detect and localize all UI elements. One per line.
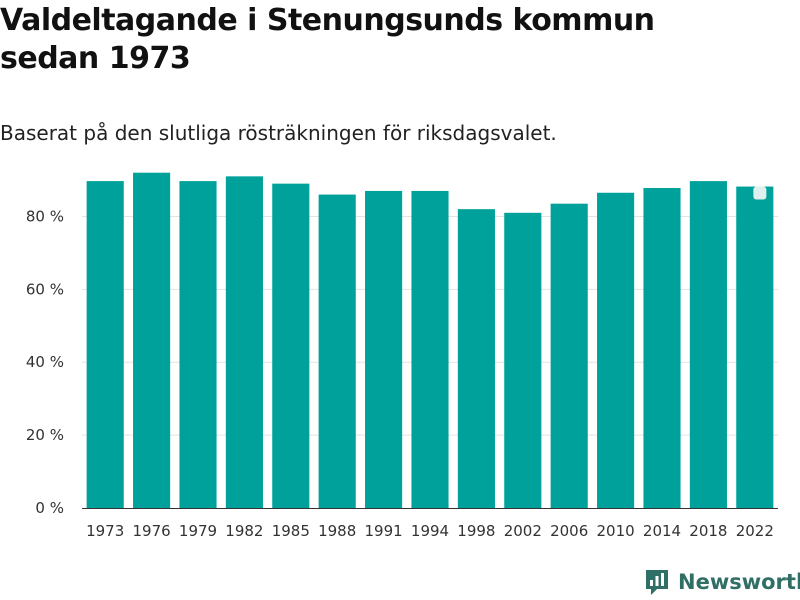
bar-2018 bbox=[689, 181, 727, 509]
y-tick-label: 0 % bbox=[35, 499, 64, 517]
y-tick-label: 60 % bbox=[26, 280, 64, 298]
x-tick-label: 1979 bbox=[179, 522, 217, 540]
x-tick-label: 2018 bbox=[689, 522, 727, 540]
x-tick-label: 1976 bbox=[133, 522, 171, 540]
y-axis-ticks: 0 % 20 % 40 % 60 % 80 % bbox=[26, 207, 64, 517]
chart-title: Valdeltagande i Stenungsunds kommun seda… bbox=[0, 3, 655, 76]
bar-1973 bbox=[86, 181, 124, 509]
bar-1988 bbox=[318, 194, 356, 509]
bar-1976 bbox=[133, 172, 171, 508]
bar-1982 bbox=[225, 176, 263, 508]
x-tick-label: 1982 bbox=[225, 522, 263, 540]
bar-2014 bbox=[643, 188, 681, 509]
bar-2002 bbox=[504, 212, 542, 509]
bar-1985 bbox=[272, 183, 310, 508]
x-tick-label: 1973 bbox=[86, 522, 124, 540]
x-tick-label: 1994 bbox=[411, 522, 449, 540]
x-tick-label: 1991 bbox=[365, 522, 403, 540]
y-tick-label: 20 % bbox=[26, 426, 64, 444]
y-tick-label: 80 % bbox=[26, 207, 64, 225]
x-tick-label: 2010 bbox=[597, 522, 635, 540]
x-tick-label: 1985 bbox=[272, 522, 310, 540]
brand-name: Newsworthy bbox=[678, 570, 800, 594]
newsworthy-brand: Newsworthy bbox=[644, 566, 800, 598]
bars bbox=[86, 172, 774, 509]
y-tick-label: 40 % bbox=[26, 353, 64, 371]
highlight-marker bbox=[753, 186, 767, 200]
bar-2006 bbox=[550, 203, 588, 508]
x-tick-label: 2006 bbox=[550, 522, 588, 540]
bar-1979 bbox=[179, 181, 217, 509]
x-tick-label: 1988 bbox=[318, 522, 356, 540]
bar-1998 bbox=[457, 209, 495, 508]
chart-subtitle: Baserat på den slutliga rösträkningen fö… bbox=[0, 121, 557, 145]
x-tick-label: 2002 bbox=[504, 522, 542, 540]
bar-1991 bbox=[365, 190, 403, 508]
x-axis-ticks: 1973 1976 1979 1982 1985 1988 1991 1994 1998 2002… bbox=[86, 522, 774, 540]
bar-2022 bbox=[736, 186, 774, 508]
bar-2010 bbox=[597, 192, 635, 508]
x-tick-label: 1998 bbox=[457, 522, 495, 540]
bar-chart: 0 % 20 % 40 % 60 % 80 % 1973 1976 1979 1982 1985… bbox=[26, 172, 778, 540]
bar-1994 bbox=[411, 190, 449, 508]
newsworthy-logo-icon bbox=[646, 570, 668, 595]
x-tick-label: 2014 bbox=[643, 522, 681, 540]
x-tick-label: 2022 bbox=[736, 522, 774, 540]
